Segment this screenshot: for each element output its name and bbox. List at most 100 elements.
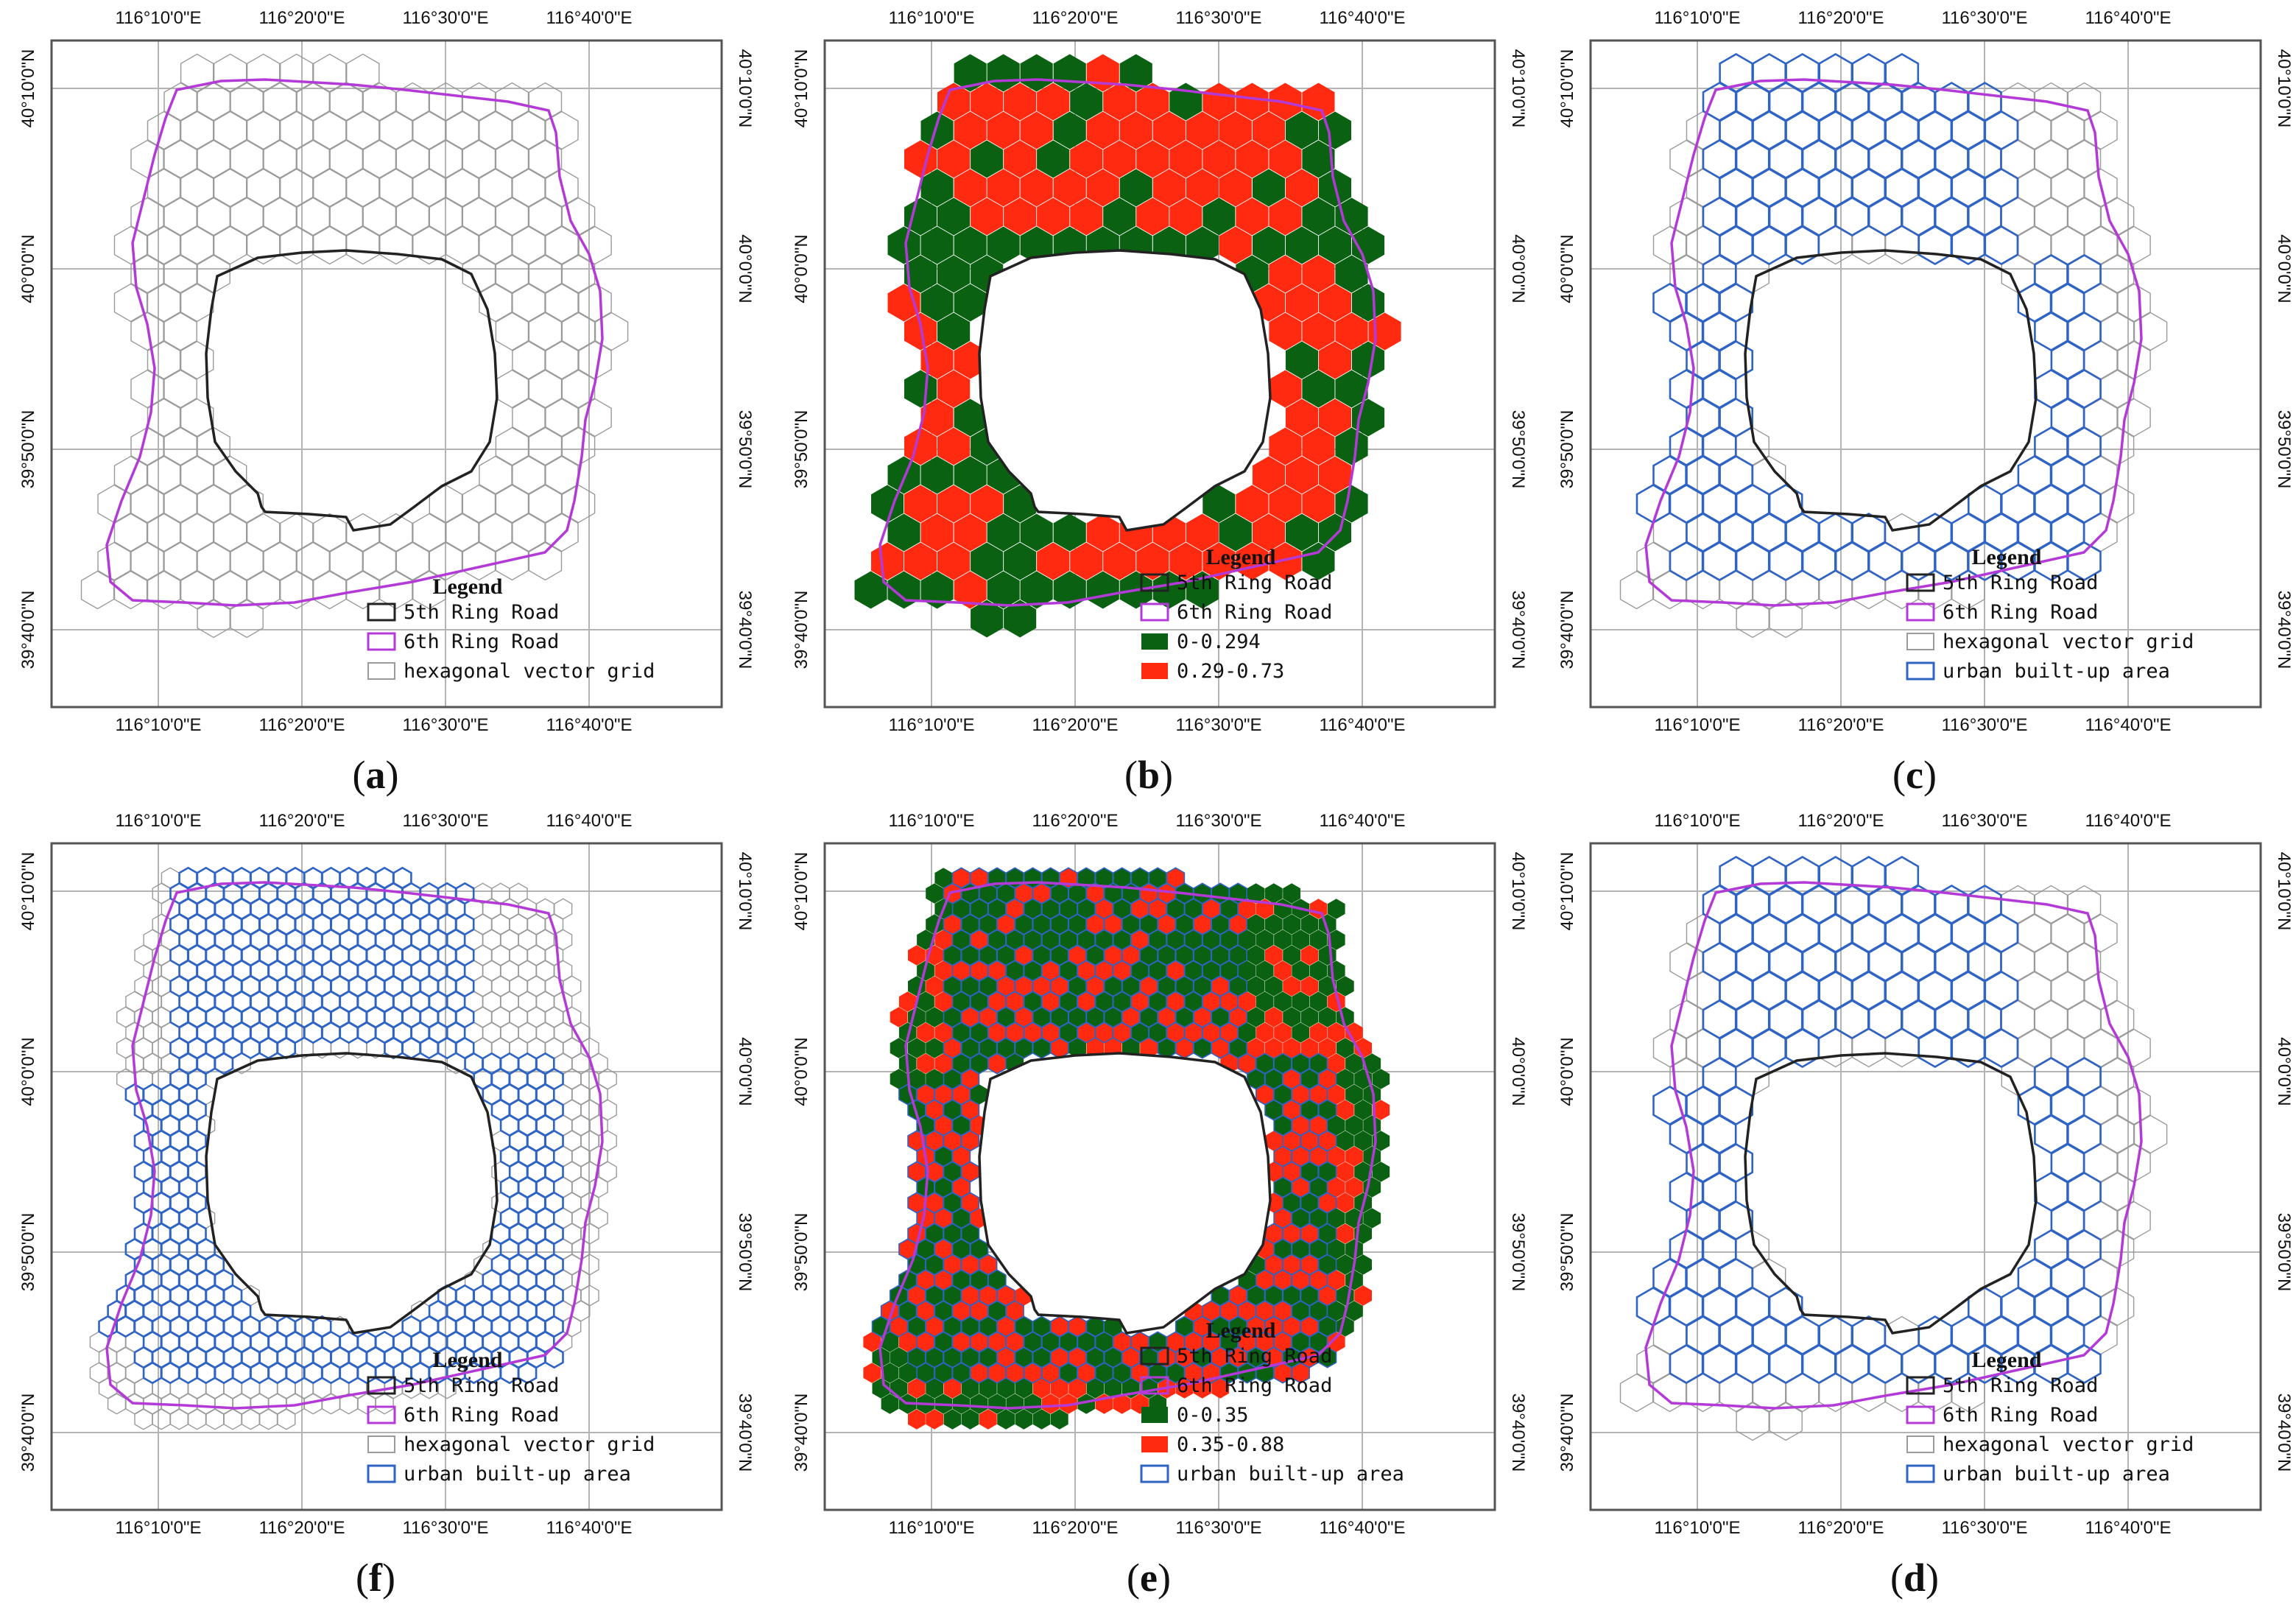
high-class-hexagon bbox=[1252, 111, 1285, 150]
legend-swatch-high bbox=[1141, 663, 1168, 679]
low-class-hexagon bbox=[926, 1223, 943, 1244]
grid-hexagon bbox=[197, 484, 230, 524]
high-class-hexagon bbox=[943, 1254, 962, 1275]
grid-hexagon bbox=[1769, 599, 1803, 639]
high-class-hexagon bbox=[1041, 960, 1060, 981]
high-class-hexagon bbox=[898, 1239, 917, 1259]
grid-hexagon bbox=[163, 541, 197, 581]
grid-hexagon bbox=[107, 1393, 127, 1415]
low-class-hexagon bbox=[1060, 1363, 1077, 1383]
urban-hexagon bbox=[250, 1361, 270, 1385]
low-class-hexagon bbox=[1256, 991, 1274, 1012]
high-class-hexagon bbox=[1354, 1285, 1372, 1306]
low-class-hexagon bbox=[1292, 1332, 1310, 1352]
low-class-hexagon bbox=[997, 1007, 1015, 1027]
low-class-hexagon bbox=[1149, 960, 1167, 981]
grid-hexagon bbox=[80, 570, 115, 610]
low-class-hexagon bbox=[934, 1301, 953, 1321]
legend: Legend 5th Ring Road 6th Ring Road hexagona… bbox=[1906, 545, 2194, 683]
high-class-hexagon bbox=[1015, 883, 1033, 904]
low-class-hexagon bbox=[1015, 914, 1033, 935]
grid-hexagon bbox=[1619, 570, 1654, 610]
grid-hexagon bbox=[528, 426, 563, 466]
low-class-hexagon bbox=[952, 1053, 971, 1074]
low-class-hexagon bbox=[1211, 1316, 1229, 1337]
low-class-hexagon bbox=[1309, 930, 1328, 950]
grid-hexagon bbox=[180, 53, 214, 93]
low-class-hexagon bbox=[1345, 1115, 1363, 1136]
high-class-hexagon bbox=[1166, 1332, 1185, 1352]
low-class-hexagon bbox=[952, 1239, 971, 1259]
grid-hexagon bbox=[446, 110, 479, 150]
low-class-hexagon bbox=[920, 571, 954, 609]
longitude-label-top: 116°40'0"E bbox=[1319, 8, 1405, 28]
low-class-hexagon bbox=[1309, 1239, 1328, 1259]
low-class-hexagon bbox=[1285, 341, 1318, 379]
high-class-hexagon bbox=[1283, 1162, 1300, 1182]
low-class-hexagon bbox=[952, 1363, 971, 1383]
high-class-hexagon bbox=[1292, 1270, 1310, 1290]
grid-hexagon bbox=[296, 82, 330, 122]
high-class-hexagon bbox=[952, 1177, 971, 1198]
high-class-hexagon bbox=[1186, 169, 1219, 207]
low-class-hexagon bbox=[1302, 370, 1335, 408]
low-class-hexagon bbox=[1086, 1347, 1105, 1368]
legend-swatch-ring5 bbox=[1906, 1376, 1935, 1395]
low-class-hexagon bbox=[937, 255, 971, 293]
grid-hexagon bbox=[362, 82, 397, 122]
high-class-hexagon bbox=[961, 1162, 979, 1182]
low-class-hexagon bbox=[1345, 1084, 1363, 1105]
high-class-hexagon bbox=[1113, 1022, 1131, 1043]
low-class-hexagon bbox=[1337, 1038, 1354, 1058]
low-class-hexagon bbox=[1020, 226, 1053, 264]
grid-hexagon bbox=[147, 513, 181, 552]
low-class-hexagon bbox=[1238, 960, 1256, 981]
low-class-hexagon bbox=[1175, 945, 1194, 966]
high-class-hexagon bbox=[1051, 1316, 1068, 1337]
low-class-hexagon bbox=[1053, 513, 1086, 552]
low-class-hexagon bbox=[934, 1363, 953, 1383]
high-class-hexagon bbox=[1236, 140, 1269, 178]
low-class-hexagon bbox=[1166, 930, 1185, 950]
high-class-hexagon bbox=[1070, 542, 1103, 580]
high-class-hexagon bbox=[1122, 945, 1140, 966]
high-class-hexagon bbox=[979, 1254, 997, 1275]
low-class-hexagon bbox=[887, 513, 920, 552]
low-class-hexagon bbox=[1352, 398, 1385, 437]
low-class-hexagon bbox=[920, 456, 954, 494]
high-class-hexagon bbox=[908, 1162, 926, 1182]
high-class-hexagon bbox=[1265, 1347, 1283, 1368]
high-class-hexagon bbox=[997, 976, 1015, 997]
high-class-hexagon bbox=[1269, 197, 1302, 236]
low-class-hexagon bbox=[1211, 945, 1229, 966]
high-class-hexagon bbox=[979, 1007, 997, 1027]
high-class-hexagon bbox=[1229, 1347, 1247, 1368]
high-class-hexagon bbox=[988, 1363, 1006, 1383]
high-class-hexagon bbox=[1202, 542, 1236, 580]
grid-hexagon bbox=[2034, 942, 2068, 982]
grid-hexagon bbox=[479, 110, 513, 150]
low-class-hexagon bbox=[1352, 284, 1385, 322]
high-class-hexagon bbox=[961, 1100, 979, 1120]
map-panel-e: 116°10'0"E 116°10'0"E 116°20'0"E 116°20'0"E… bbox=[792, 811, 1528, 1600]
high-class-hexagon bbox=[1269, 427, 1302, 465]
longitude-label-top: 116°10'0"E bbox=[1654, 811, 1740, 831]
high-class-hexagon bbox=[1292, 1115, 1310, 1136]
low-class-hexagon bbox=[954, 284, 987, 322]
legend-swatch-ring5 bbox=[367, 1376, 396, 1395]
urban-hexagon bbox=[1801, 541, 1837, 582]
grid-hexagon bbox=[130, 426, 164, 466]
low-class-hexagon bbox=[908, 1038, 926, 1058]
latitude-label-right: 39°50'0"N bbox=[735, 1213, 755, 1292]
low-class-hexagon bbox=[1300, 914, 1319, 935]
low-class-hexagon bbox=[1247, 883, 1265, 904]
high-class-hexagon bbox=[926, 1409, 943, 1430]
low-class-hexagon bbox=[1149, 1022, 1167, 1043]
legend-swatch-low bbox=[1141, 633, 1168, 650]
grid-hexagon bbox=[130, 484, 164, 524]
low-class-hexagon bbox=[1229, 976, 1247, 997]
low-class-hexagon bbox=[1318, 1316, 1337, 1337]
low-class-hexagon bbox=[1060, 960, 1077, 981]
low-class-hexagon bbox=[1292, 960, 1310, 981]
high-class-hexagon bbox=[961, 1285, 979, 1306]
